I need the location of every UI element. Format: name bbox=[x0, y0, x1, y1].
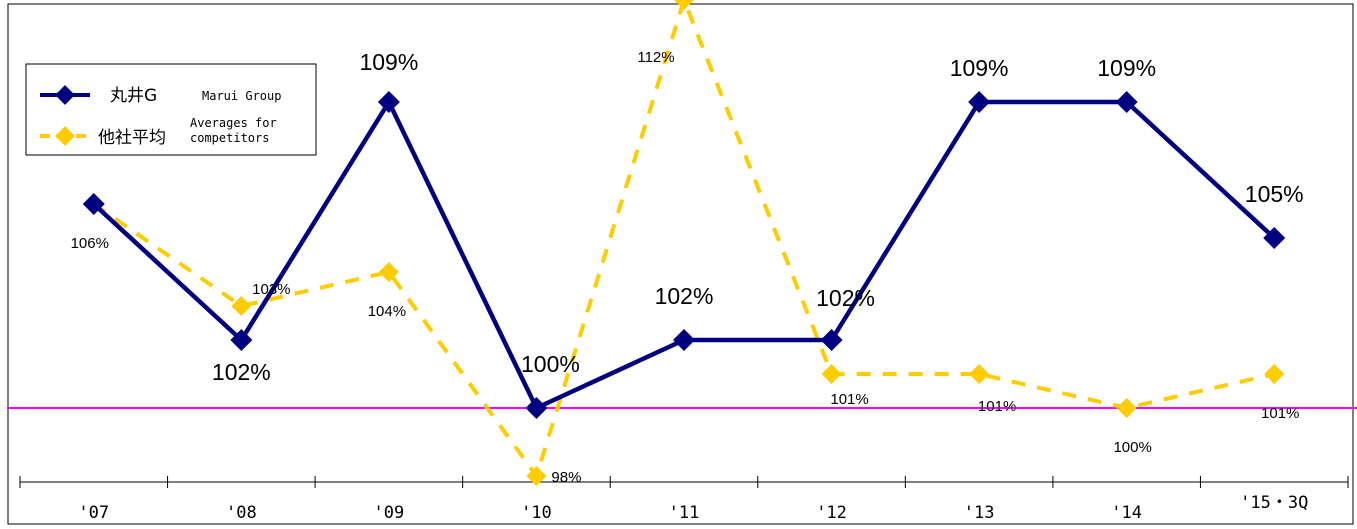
data-labels: 102% 109% 100% 102% 102% 109% 109% 105% 106% 103%… bbox=[71, 49, 1304, 486]
series-0-point bbox=[673, 329, 695, 351]
competitors-data-label: 106% bbox=[71, 235, 109, 252]
x-tick-label: '09 bbox=[374, 503, 405, 523]
legend-competitors-label-en-1: Averages for bbox=[190, 116, 277, 130]
competitors-data-label: 103% bbox=[252, 281, 290, 298]
marui-data-label: 102% bbox=[816, 285, 875, 311]
series-0-point bbox=[820, 329, 843, 351]
x-tick-label: '13 bbox=[964, 503, 995, 523]
competitors-data-label: 104% bbox=[368, 303, 406, 320]
marui-data-label: 109% bbox=[359, 49, 418, 75]
legend-box bbox=[25, 63, 317, 156]
series-1-point bbox=[1264, 364, 1285, 384]
x-tick-label: '07 bbox=[78, 503, 109, 523]
x-tick-label: '10 bbox=[521, 503, 552, 523]
legend-marui-label: 丸井G bbox=[110, 86, 157, 106]
x-tick-label: '12 bbox=[816, 503, 847, 523]
marui-data-label: 109% bbox=[950, 55, 1009, 81]
marui-data-label: 105% bbox=[1245, 181, 1304, 207]
competitors-data-label: 101% bbox=[1261, 405, 1299, 422]
series-0-point bbox=[968, 91, 991, 113]
series-0-point bbox=[230, 329, 253, 351]
series-0-point bbox=[82, 193, 105, 215]
legend-competitors-label: 他社平均 bbox=[98, 128, 166, 148]
series-0-point bbox=[1263, 227, 1286, 249]
series-1-point bbox=[821, 364, 842, 384]
x-tick-label: '11 bbox=[669, 503, 700, 523]
marui-data-label: 102% bbox=[212, 359, 271, 385]
x-axis: '07 '08 '09 '10 '11 '12 '13 '14 '15・3Q bbox=[19, 476, 1349, 523]
legend-marui-marker bbox=[55, 85, 75, 105]
series-0-point bbox=[525, 397, 548, 419]
x-tick-label: '15・3Q bbox=[1240, 493, 1308, 513]
marui-data-label: 109% bbox=[1097, 55, 1156, 81]
competitors-data-label: 101% bbox=[830, 391, 868, 408]
legend-marui-label-en: Marui Group bbox=[202, 89, 281, 103]
series-0-point bbox=[1115, 91, 1138, 113]
series-0-point bbox=[377, 91, 400, 113]
competitors-data-label: 101% bbox=[978, 398, 1016, 415]
competitors-data-label: 98% bbox=[551, 469, 581, 486]
series-1-point bbox=[969, 364, 990, 384]
x-tick-label: '08 bbox=[226, 503, 257, 523]
marui-data-label: 102% bbox=[655, 283, 714, 309]
series-1-point bbox=[526, 466, 547, 486]
marui-data-label: 100% bbox=[521, 351, 580, 377]
competitors-data-label: 100% bbox=[1113, 439, 1151, 456]
legend-competitors-label-en-2: competitors bbox=[190, 131, 269, 145]
series-1-point bbox=[674, 0, 694, 10]
series-1-point bbox=[1116, 398, 1137, 418]
competitors-data-label: 112% bbox=[637, 49, 674, 66]
series-group bbox=[82, 0, 1286, 486]
legend: 丸井G Marui Group 他社平均 Averages for compet… bbox=[25, 63, 317, 156]
series-1-point bbox=[231, 296, 252, 316]
x-tick-label: '14 bbox=[1111, 503, 1142, 523]
series-1-point bbox=[378, 262, 399, 282]
